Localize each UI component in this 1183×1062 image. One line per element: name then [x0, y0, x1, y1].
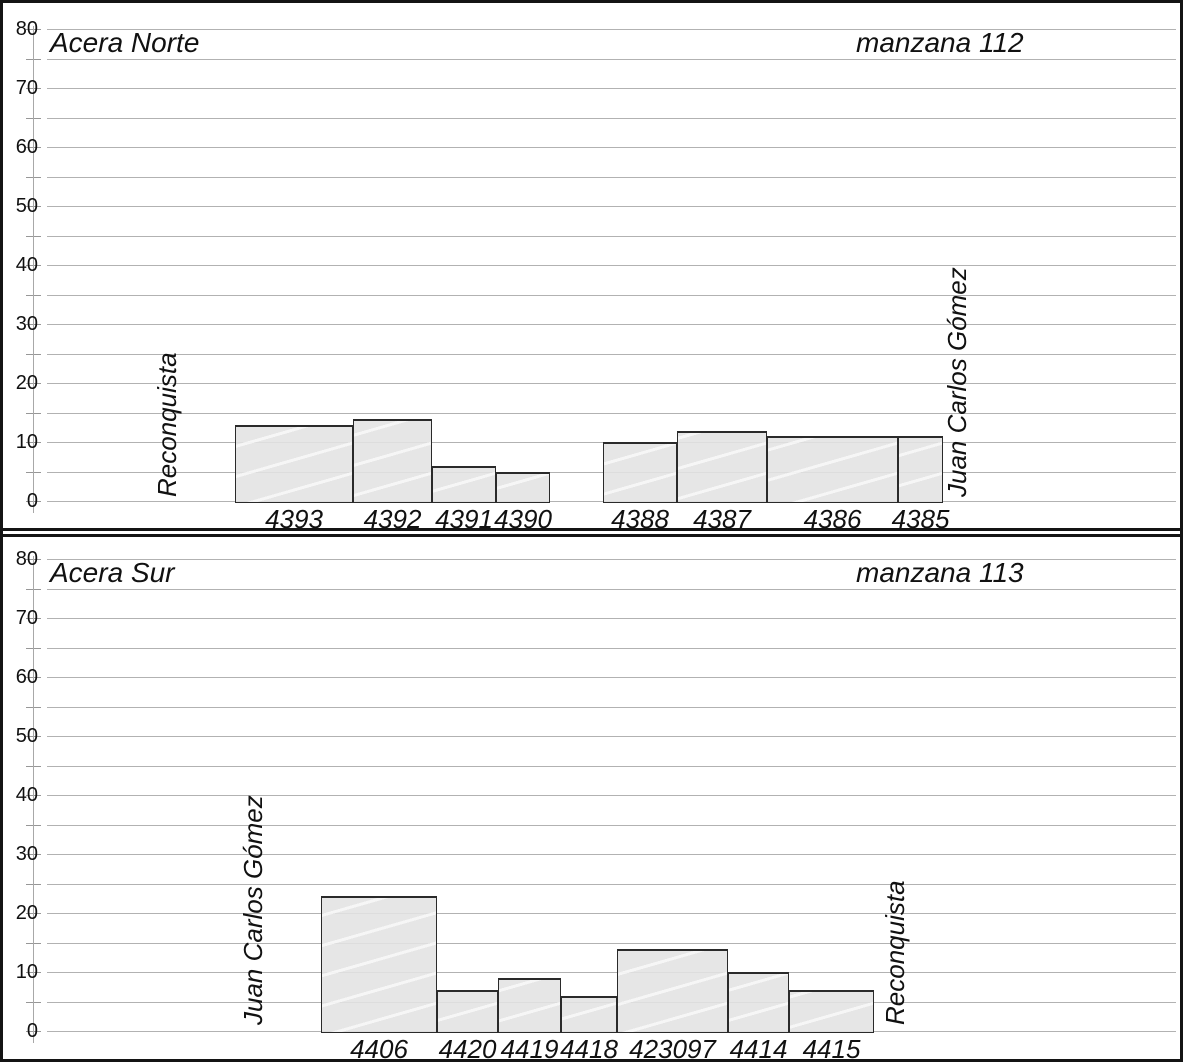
y-tick-label: 20: [15, 372, 38, 395]
y-tick-label: 60: [15, 666, 38, 689]
y-tick-label: 50: [15, 725, 38, 748]
bar-label: 4418: [560, 1034, 618, 1062]
street-label-left-north: Reconquista: [152, 352, 182, 497]
y-tick-label: 70: [15, 77, 38, 100]
bar-label: 4415: [802, 1034, 861, 1062]
bar-4386: [767, 436, 898, 504]
bar-4391: [432, 465, 496, 504]
bar-4388: [603, 442, 677, 504]
street-label-right-north: Juan Carlos Gómez: [942, 267, 972, 497]
bar-4419: [498, 978, 561, 1034]
gridline: [47, 588, 1176, 590]
y-tick-label: 50: [15, 195, 38, 218]
bar-4414: [728, 972, 789, 1034]
y-tick-label: 0: [26, 1020, 38, 1043]
y-tick-label: 40: [15, 784, 38, 807]
y-tick-label: 60: [15, 136, 38, 159]
y-tick-label: 20: [15, 902, 38, 925]
y-tick-label: 80: [15, 548, 38, 571]
gridline: [47, 117, 1176, 119]
gridline: [47, 854, 1176, 856]
gridline: [47, 942, 1176, 944]
gridline: [47, 883, 1176, 885]
y-tick-label: 30: [15, 313, 38, 336]
block-label-north: manzana 112: [856, 27, 1024, 58]
street-label-right-south: Reconquista: [880, 880, 910, 1025]
bar-4385: [898, 436, 943, 504]
y-tick-label: 10: [15, 431, 38, 454]
gridline: [47, 647, 1176, 649]
gridline: [47, 736, 1176, 738]
y-axis: [33, 26, 34, 514]
gridline: [47, 706, 1176, 708]
panel-title-north: Acera Norte: [50, 27, 200, 58]
gridline: [47, 913, 1176, 915]
bar-4392: [353, 418, 432, 504]
gridline: [47, 795, 1176, 797]
y-tick-label: 10: [15, 961, 38, 984]
bar-label: 423097: [629, 1034, 716, 1062]
gridline: [47, 972, 1176, 974]
gridline: [47, 824, 1176, 826]
gridline: [47, 88, 1176, 90]
gridline: [47, 677, 1176, 679]
bar-423097: [617, 948, 728, 1034]
gridline: [47, 176, 1176, 178]
y-tick-label: 80: [15, 18, 38, 41]
block-label-south: manzana 113: [856, 557, 1024, 588]
gridline: [47, 618, 1176, 620]
gridline: [47, 29, 1176, 31]
gridline: [47, 559, 1176, 561]
y-tick-label: 30: [15, 843, 38, 866]
gridline: [47, 58, 1176, 60]
bar-label: 4406: [350, 1034, 408, 1062]
y-tick-label: 40: [15, 254, 38, 277]
bar-4418: [561, 995, 617, 1034]
gridline: [47, 324, 1176, 326]
y-axis: [33, 556, 34, 1044]
gridline: [47, 765, 1176, 767]
bar-4406: [321, 895, 437, 1034]
panel-title-south: Acera Sur: [50, 557, 175, 588]
y-tick-label: 0: [26, 490, 38, 513]
gridline: [47, 412, 1176, 414]
gridline: [47, 206, 1176, 208]
bar-4420: [437, 990, 498, 1034]
panel-divider: [0, 528, 1183, 537]
gridline: [47, 383, 1176, 385]
bar-4415: [789, 990, 874, 1034]
bar-label: 4420: [438, 1034, 497, 1062]
gridline: [47, 294, 1176, 296]
bar-4390: [496, 471, 550, 504]
street-label-left-south: Juan Carlos Gómez: [238, 795, 268, 1025]
gridline: [47, 235, 1176, 237]
bar-4387: [677, 430, 767, 504]
gridline: [47, 353, 1176, 355]
y-tick-label: 70: [15, 607, 38, 630]
bar-4393: [235, 424, 353, 504]
bar-label: 4414: [729, 1034, 788, 1062]
gridline: [47, 147, 1176, 149]
gridline: [47, 265, 1176, 267]
bar-label: 4419: [500, 1034, 559, 1062]
